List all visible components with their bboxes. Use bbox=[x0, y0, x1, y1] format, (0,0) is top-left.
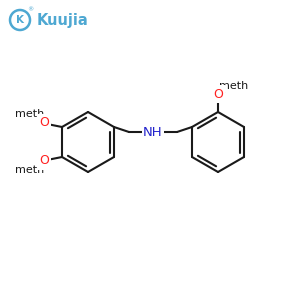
Text: O: O bbox=[39, 116, 49, 130]
Text: meth: meth bbox=[15, 165, 45, 175]
Text: NH: NH bbox=[143, 125, 163, 139]
Text: meth: meth bbox=[219, 81, 249, 91]
Text: Kuujia: Kuujia bbox=[36, 13, 88, 28]
Text: K: K bbox=[16, 15, 24, 25]
Text: meth: meth bbox=[15, 109, 45, 119]
Text: O: O bbox=[39, 154, 49, 167]
Text: O: O bbox=[213, 88, 223, 100]
Text: ®: ® bbox=[27, 8, 33, 13]
